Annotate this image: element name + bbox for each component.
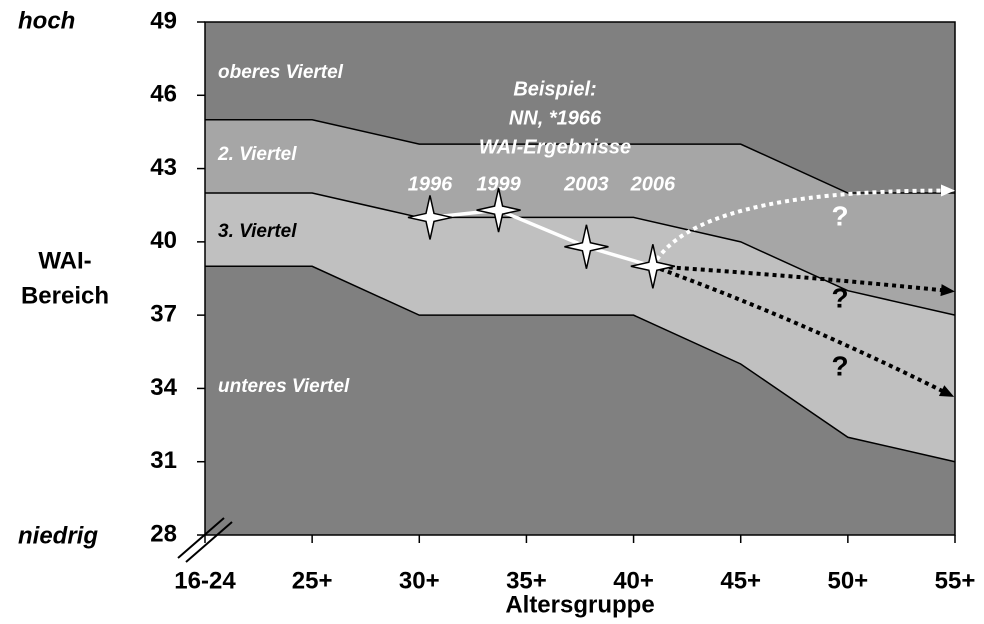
projection-label: ? xyxy=(831,350,848,381)
y-label: Bereich xyxy=(21,282,109,309)
projection-line xyxy=(651,188,948,268)
example-point xyxy=(407,195,453,240)
projection-line xyxy=(652,264,948,396)
band xyxy=(205,266,955,535)
y-label-top: hoch xyxy=(18,7,75,34)
projection-line xyxy=(652,264,948,293)
y-label: WAI- xyxy=(38,247,91,274)
axis-break xyxy=(185,521,233,563)
x-tick-label: 40+ xyxy=(613,567,654,594)
y-tick-label: 37 xyxy=(150,300,177,327)
y-tick-label: 40 xyxy=(150,227,177,254)
example-title: Beispiel: xyxy=(513,78,596,100)
example-title: NN, *1966 xyxy=(509,107,602,129)
arrow-head xyxy=(938,385,955,397)
band-label: unteres Viertel xyxy=(218,376,350,397)
x-tick-label: 50+ xyxy=(827,567,868,594)
band xyxy=(205,193,955,462)
x-tick-label: 25+ xyxy=(292,567,333,594)
example-year: 2006 xyxy=(630,173,676,195)
example-point xyxy=(630,244,676,289)
band-label: 2. Viertel xyxy=(217,144,297,165)
example-year: 1999 xyxy=(476,173,521,195)
y-tick-label: 31 xyxy=(150,447,177,474)
x-tick-label: 45+ xyxy=(720,567,761,594)
boundary-line xyxy=(205,265,956,463)
example-year: 2003 xyxy=(563,173,609,195)
arrow-head xyxy=(941,184,955,197)
y-label-bottom: niedrig xyxy=(18,522,98,549)
example-line xyxy=(429,208,654,268)
y-tick-label: 28 xyxy=(150,520,177,547)
x-tick-label: 55+ xyxy=(935,567,976,594)
y-tick-label: 46 xyxy=(150,81,177,108)
y-tick-label: 43 xyxy=(150,154,177,181)
example-year: 1996 xyxy=(408,173,453,195)
x-tick-label: 35+ xyxy=(506,567,547,594)
example-point xyxy=(476,187,521,233)
x-label: Altersgruppe xyxy=(505,591,654,618)
x-tick-label: 30+ xyxy=(399,567,440,594)
boundary-line xyxy=(205,192,956,316)
example-title: WAI-Ergebnisse xyxy=(479,136,631,158)
arrow-head xyxy=(940,284,955,297)
example-point xyxy=(564,224,609,269)
y-tick-label: 34 xyxy=(150,374,177,401)
plot-frame xyxy=(204,21,956,536)
axis-break xyxy=(177,517,225,559)
projection-label: ? xyxy=(831,282,848,313)
projection-label: ? xyxy=(831,200,848,231)
band-label: oberes Viertel xyxy=(218,62,344,83)
x-tick-label: 16-24 xyxy=(174,567,236,594)
y-tick-label: 49 xyxy=(150,7,177,34)
boundary-line xyxy=(205,118,955,194)
band-label: 3. Viertel xyxy=(218,221,297,242)
